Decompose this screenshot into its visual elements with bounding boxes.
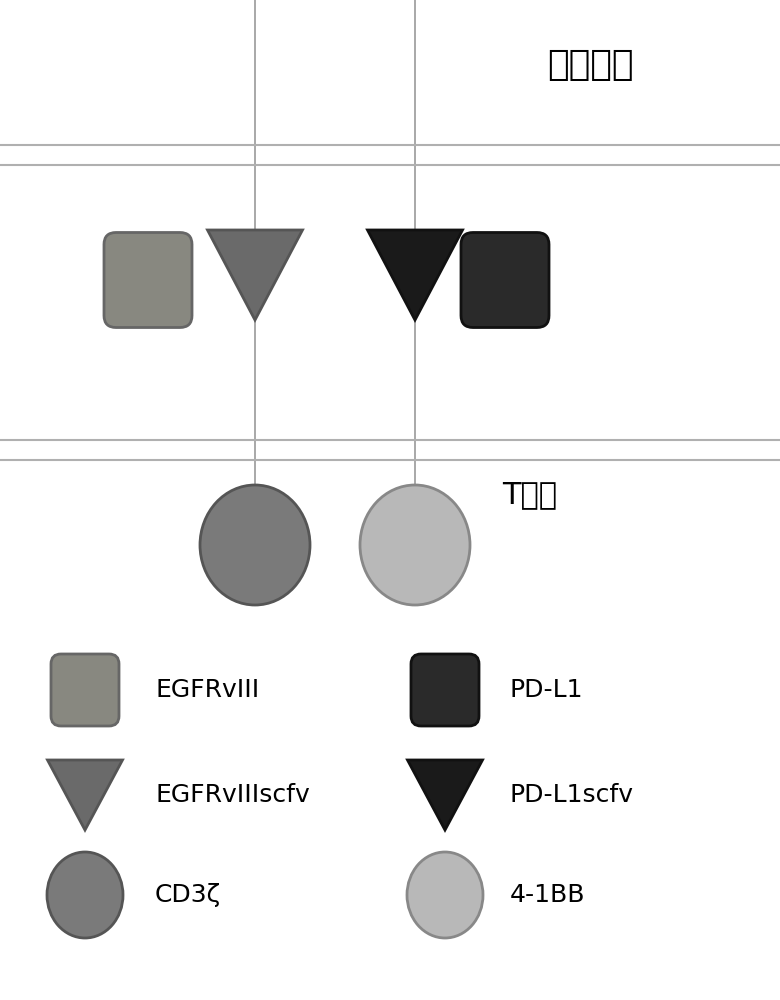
Text: CD3ζ: CD3ζ xyxy=(155,883,222,907)
Ellipse shape xyxy=(47,852,123,938)
Polygon shape xyxy=(48,760,122,830)
Text: EGFRvIIIscfv: EGFRvIIIscfv xyxy=(155,783,310,807)
FancyBboxPatch shape xyxy=(461,232,549,328)
Text: EGFRvIII: EGFRvIII xyxy=(155,678,259,702)
FancyBboxPatch shape xyxy=(411,654,479,726)
Text: 4-1BB: 4-1BB xyxy=(510,883,586,907)
Text: T细胞: T细胞 xyxy=(502,481,558,510)
Ellipse shape xyxy=(200,485,310,605)
Polygon shape xyxy=(207,230,303,320)
Polygon shape xyxy=(367,230,463,320)
Ellipse shape xyxy=(407,852,483,938)
Polygon shape xyxy=(407,760,483,830)
FancyBboxPatch shape xyxy=(104,232,192,328)
Text: PD-L1: PD-L1 xyxy=(510,678,583,702)
Ellipse shape xyxy=(360,485,470,605)
Text: PD-L1scfv: PD-L1scfv xyxy=(510,783,634,807)
FancyBboxPatch shape xyxy=(51,654,119,726)
Text: 肿瘤细胞: 肿瘤细胞 xyxy=(547,48,633,82)
